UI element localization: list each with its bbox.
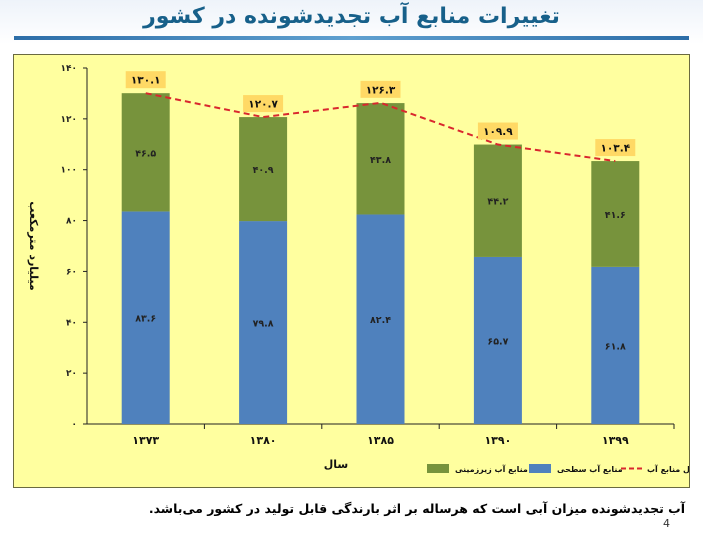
legend-box [419,459,687,479]
legend-label-total: کل منابع آب [647,464,689,474]
total-line [145,92,616,163]
bar-groundwater [356,103,405,215]
y-tick-label: ۶۰ [66,267,77,277]
surface-value-label: ۷۹.۸ [253,319,274,330]
groundwater-value-label: ۴۴.۲ [487,197,508,208]
bar-groundwater [591,161,640,267]
y-tick-label: ۱۲۰ [61,115,77,125]
total-value-label: ۱۳۰.۱ [131,75,161,87]
y-tick-label: ۴۰ [66,318,77,328]
bar-surface-water [591,266,640,424]
legend-label-surface: منابع آب سطحی [557,464,623,474]
x-axis-title: سال [324,458,349,471]
y-tick-label: ۱۰۰ [61,166,77,176]
groundwater-value-label: ۴۰.۹ [253,165,274,176]
total-value-box [243,95,284,113]
y-tick-label: ۲۰ [66,369,77,379]
surface-value-label: ۶۱.۸ [605,341,626,352]
total-value-label: ۱۰۹.۹ [483,126,513,138]
total-value-box [125,71,166,89]
bar-groundwater [121,93,170,212]
total-value-box [595,139,636,157]
footer-note: آب تجدیدشونده میزان آبی است که هرساله بر… [148,501,685,516]
y-tick-label: ۱۴۰ [61,64,77,74]
total-value-label: ۱۲۶.۳ [366,84,396,96]
bar-surface-water [473,256,522,424]
chart-frame: ۰ ۲۰ ۴۰ ۶۰ ۸۰ ۱۰۰ ۱۲۰ ۱۴۰ میلیارد مترمکعب ۸۳.۶ ۴۶.… [13,54,690,488]
slide-title: تغییرات منابع آب تجدیدشونده در کشور [143,4,560,29]
legend-swatch-surface [529,464,551,473]
stacked-bar-chart: ۰ ۲۰ ۴۰ ۶۰ ۸۰ ۱۰۰ ۱۲۰ ۱۴۰ میلیارد مترمکعب ۸۳.۶ ۴۶.… [27,64,689,479]
surface-value-label: ۸۲.۴ [370,315,391,326]
bar-surface-water [121,211,170,424]
x-tick-label: ۱۳۸۵ [367,434,394,447]
bar-groundwater [239,117,288,222]
y-tick-label: ۰ [72,420,78,430]
legend-swatch-groundwater [427,464,449,473]
groundwater-value-label: ۴۱.۶ [605,210,626,221]
y-tick-label: ۸۰ [66,217,77,227]
y-axis-title: میلیارد مترمکعب [27,201,40,290]
title-underline [14,36,689,40]
x-tick-label: ۱۳۹۹ [602,434,629,447]
groundwater-value-label: ۴۶.۵ [135,148,156,159]
x-tick-label: ۱۳۸۰ [250,434,277,447]
surface-value-label: ۶۵.۷ [487,336,508,347]
x-tick-label: ۱۳۹۰ [484,434,511,447]
bar-surface-water [239,221,288,424]
total-value-label: ۱۰۳.۴ [600,143,630,155]
total-value-box [477,122,518,140]
page-number: 4 [663,517,670,530]
total-value-box [360,80,401,98]
x-tick-label: ۱۳۷۳ [132,434,159,447]
bar-surface-water [356,214,405,424]
groundwater-value-label: ۴۳.۸ [370,155,391,166]
surface-value-label: ۸۳.۶ [135,314,156,325]
total-value-label: ۱۲۰.۷ [248,99,278,111]
legend-label-groundwater: منابع آب زیرزمینی [455,464,528,474]
bar-groundwater [473,144,522,257]
